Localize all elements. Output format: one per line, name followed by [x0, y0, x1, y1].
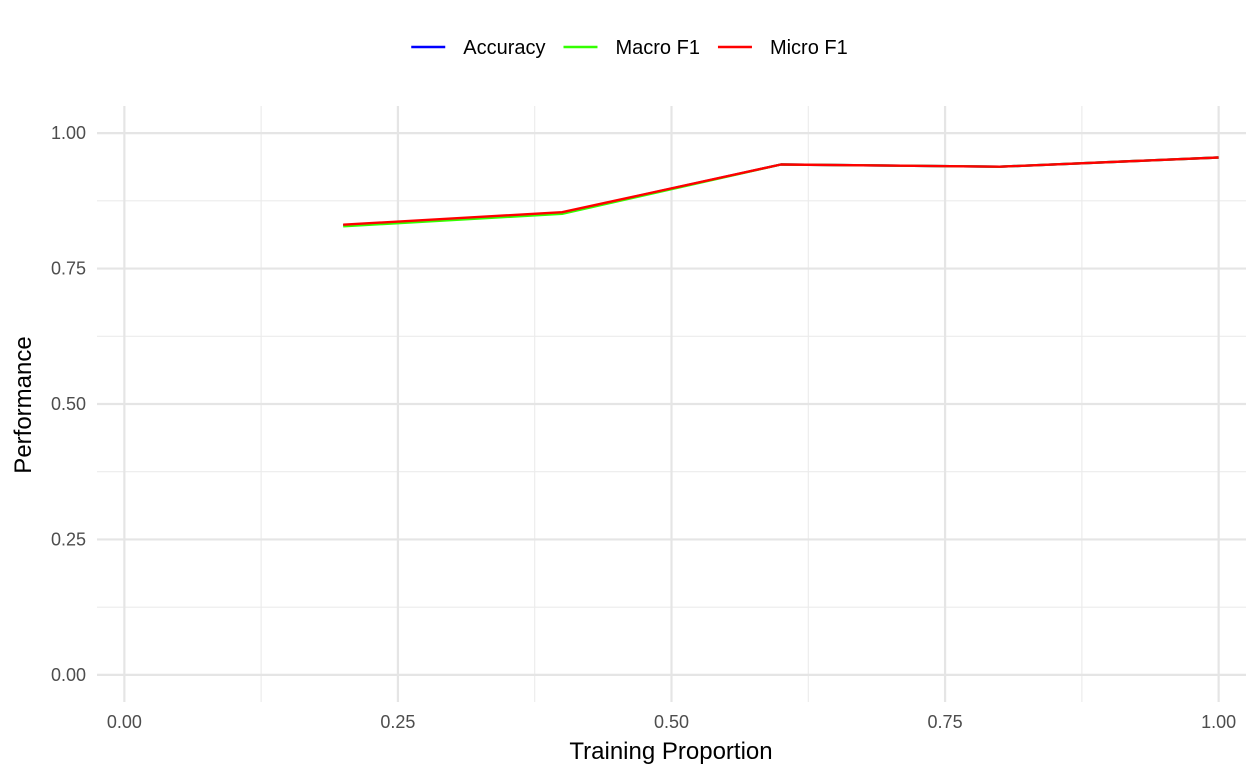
x-axis-title: Training Proportion [569, 738, 772, 765]
series-line-micro-f1 [343, 156, 1219, 226]
series-line-accuracy [343, 156, 1219, 227]
x-tick-label: 0.00 [107, 712, 142, 732]
y-tick-label: 0.50 [51, 394, 86, 414]
y-tick-label: 0.75 [51, 259, 86, 279]
x-tick-label: 0.50 [654, 712, 689, 732]
y-tick-label: 0.00 [51, 665, 86, 685]
series-line-macro-f1 [343, 156, 1219, 228]
x-tick-label: 0.75 [928, 712, 963, 732]
legend-label-micro-f1: Micro F1 [770, 37, 848, 59]
series-lines [343, 156, 1219, 228]
y-axis-title: Performance [10, 336, 37, 473]
x-axis-ticks: 0.00 0.25 0.50 0.75 1.00 [107, 712, 1236, 732]
y-tick-label: 1.00 [51, 123, 86, 143]
x-tick-label: 0.25 [380, 712, 415, 732]
major-gridlines [97, 106, 1246, 702]
y-axis-ticks: 0.00 0.25 0.50 0.75 1.00 [51, 123, 86, 685]
x-tick-label: 1.00 [1201, 712, 1236, 732]
legend-label-accuracy: Accuracy [463, 37, 545, 59]
legend-label-macro-f1: Macro F1 [615, 37, 699, 59]
legend: Accuracy Macro F1 Micro F1 [411, 37, 848, 59]
y-tick-label: 0.25 [51, 529, 86, 549]
